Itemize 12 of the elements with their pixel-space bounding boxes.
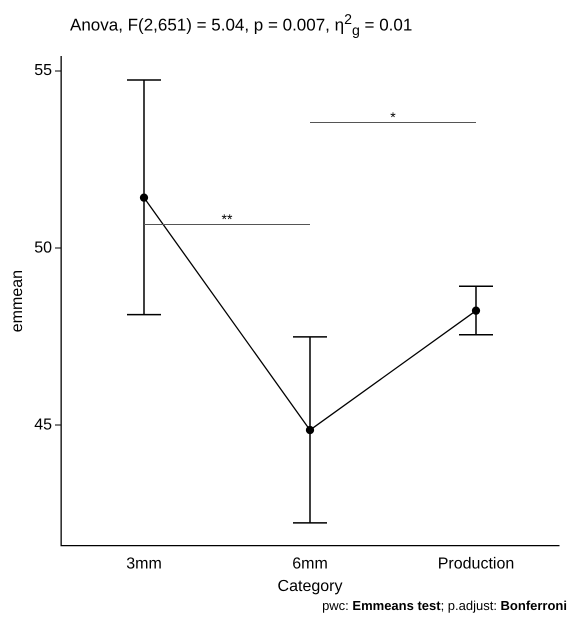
annotation: * bbox=[389, 109, 397, 125]
y-tick-label: 55 bbox=[34, 62, 52, 80]
text: pwc: Emmeans test; p.adjust: Bonferroni bbox=[322, 598, 567, 613]
y-tick-label: 45 bbox=[34, 416, 52, 434]
x-tick-label: Production bbox=[438, 556, 514, 573]
y-axis-title: emmean bbox=[9, 270, 26, 332]
x-tick-label: 3mm bbox=[126, 556, 162, 573]
chart-title: Anova, F(2,651) = 5.04, p = 0.007, η$^{2}$$_{g}$ = 0.01 bbox=[70, 12, 412, 40]
x-tick-label: 6mm bbox=[292, 556, 328, 573]
y-tick-label: 50 bbox=[34, 239, 52, 256]
annotation: ** bbox=[220, 211, 234, 227]
x-axis-title: Category bbox=[278, 578, 342, 595]
